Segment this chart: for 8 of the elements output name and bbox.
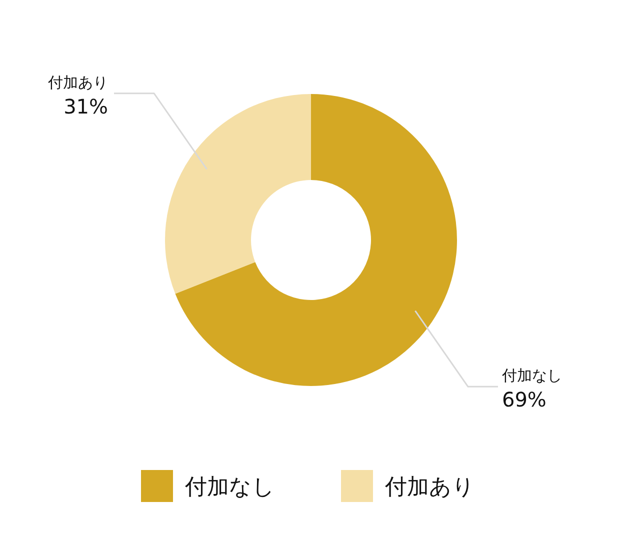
slice-label: 付加あり — [47, 73, 108, 92]
legend-label: 付加なし — [184, 475, 275, 500]
donut-slice — [165, 94, 311, 294]
legend-label: 付加あり — [384, 475, 475, 500]
donut-slice — [175, 94, 457, 386]
data-label: 69% — [502, 388, 546, 412]
data-label: 31% — [64, 94, 108, 118]
slice-label: 付加なし — [500, 366, 562, 385]
